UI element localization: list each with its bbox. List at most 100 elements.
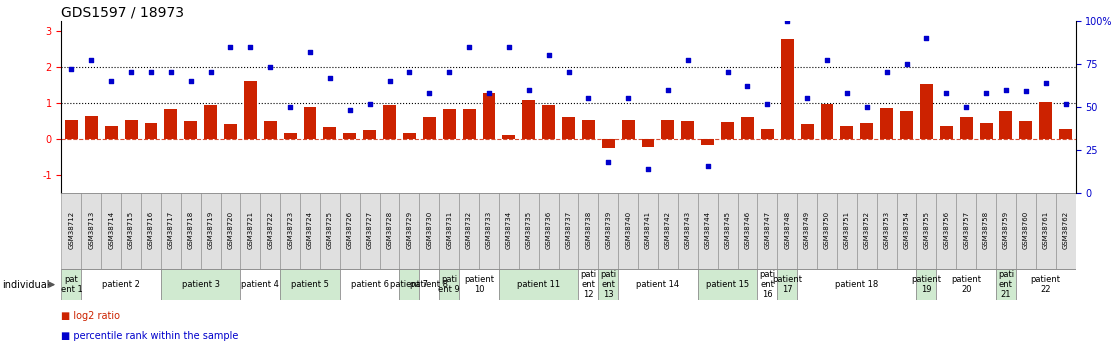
Point bbox=[918, 35, 936, 41]
Text: patient
19: patient 19 bbox=[911, 275, 941, 294]
Bar bbox=[483, 92, 495, 139]
Text: GSM38724: GSM38724 bbox=[307, 211, 313, 249]
Bar bbox=[959, 117, 973, 139]
FancyBboxPatch shape bbox=[618, 269, 698, 300]
Bar bbox=[721, 122, 735, 139]
FancyBboxPatch shape bbox=[102, 193, 121, 269]
FancyBboxPatch shape bbox=[698, 269, 757, 300]
Text: GSM38742: GSM38742 bbox=[665, 211, 671, 249]
FancyBboxPatch shape bbox=[240, 269, 281, 300]
Point bbox=[500, 44, 518, 49]
Text: GSM38735: GSM38735 bbox=[525, 210, 532, 249]
FancyBboxPatch shape bbox=[559, 193, 578, 269]
Text: patient
20: patient 20 bbox=[951, 275, 982, 294]
FancyBboxPatch shape bbox=[61, 269, 82, 300]
Text: individual: individual bbox=[2, 280, 49, 289]
Bar bbox=[144, 123, 158, 139]
Point bbox=[559, 70, 577, 75]
Text: patient 4: patient 4 bbox=[241, 280, 280, 289]
Point bbox=[878, 70, 896, 75]
Point bbox=[262, 65, 280, 70]
FancyBboxPatch shape bbox=[996, 269, 1016, 300]
Bar bbox=[443, 109, 456, 139]
Text: GSM38723: GSM38723 bbox=[287, 210, 293, 249]
FancyBboxPatch shape bbox=[976, 193, 996, 269]
Point bbox=[719, 70, 737, 75]
FancyBboxPatch shape bbox=[738, 193, 757, 269]
Text: GSM38755: GSM38755 bbox=[923, 211, 929, 249]
Point bbox=[818, 58, 836, 63]
Point bbox=[301, 49, 319, 55]
Text: GSM38740: GSM38740 bbox=[625, 210, 632, 249]
Point bbox=[420, 90, 438, 96]
FancyBboxPatch shape bbox=[937, 193, 956, 269]
Point bbox=[162, 70, 180, 75]
Bar bbox=[880, 108, 893, 139]
Bar bbox=[264, 121, 277, 139]
Point bbox=[937, 90, 955, 96]
Bar bbox=[244, 81, 257, 139]
Text: GSM38732: GSM38732 bbox=[466, 210, 472, 249]
Bar bbox=[999, 111, 1013, 139]
Text: GSM38713: GSM38713 bbox=[88, 210, 94, 249]
Bar bbox=[1020, 121, 1032, 139]
Text: GSM38726: GSM38726 bbox=[347, 210, 353, 249]
Text: patient 15: patient 15 bbox=[705, 280, 749, 289]
Bar bbox=[542, 105, 555, 139]
FancyBboxPatch shape bbox=[161, 193, 181, 269]
Bar bbox=[105, 126, 117, 139]
FancyBboxPatch shape bbox=[439, 193, 459, 269]
FancyBboxPatch shape bbox=[82, 193, 102, 269]
Point bbox=[1036, 80, 1054, 86]
FancyBboxPatch shape bbox=[1016, 193, 1035, 269]
Point bbox=[63, 66, 80, 72]
FancyBboxPatch shape bbox=[757, 269, 777, 300]
Text: GSM38725: GSM38725 bbox=[326, 211, 333, 249]
Point bbox=[778, 18, 796, 23]
Text: GSM38733: GSM38733 bbox=[486, 210, 492, 249]
FancyBboxPatch shape bbox=[281, 193, 300, 269]
Point bbox=[480, 90, 498, 96]
FancyBboxPatch shape bbox=[797, 269, 917, 300]
FancyBboxPatch shape bbox=[1035, 193, 1055, 269]
FancyBboxPatch shape bbox=[499, 193, 519, 269]
FancyBboxPatch shape bbox=[718, 193, 738, 269]
Point bbox=[241, 44, 259, 49]
Bar bbox=[642, 139, 654, 147]
FancyBboxPatch shape bbox=[340, 269, 399, 300]
Point bbox=[201, 70, 219, 75]
Bar bbox=[940, 126, 953, 139]
FancyBboxPatch shape bbox=[519, 193, 539, 269]
FancyBboxPatch shape bbox=[300, 193, 320, 269]
Bar bbox=[304, 107, 316, 139]
FancyBboxPatch shape bbox=[419, 193, 439, 269]
Bar bbox=[841, 126, 853, 139]
Text: GSM38756: GSM38756 bbox=[944, 210, 949, 249]
Text: GSM38731: GSM38731 bbox=[446, 210, 452, 249]
Text: patient
17: patient 17 bbox=[773, 275, 803, 294]
Bar bbox=[622, 119, 635, 139]
Bar bbox=[383, 105, 396, 139]
Bar bbox=[463, 109, 475, 139]
Bar bbox=[164, 109, 178, 139]
FancyBboxPatch shape bbox=[320, 193, 340, 269]
Point bbox=[599, 159, 617, 165]
FancyBboxPatch shape bbox=[956, 193, 976, 269]
Text: GSM38738: GSM38738 bbox=[586, 210, 591, 249]
Text: GSM38761: GSM38761 bbox=[1043, 210, 1049, 249]
FancyBboxPatch shape bbox=[439, 269, 459, 300]
Bar bbox=[761, 129, 774, 139]
Bar bbox=[284, 133, 296, 139]
Bar bbox=[124, 119, 138, 139]
Point bbox=[898, 61, 916, 67]
Text: GSM38719: GSM38719 bbox=[208, 210, 214, 249]
FancyBboxPatch shape bbox=[937, 269, 996, 300]
Text: GSM38717: GSM38717 bbox=[168, 210, 173, 249]
Text: patient
22: patient 22 bbox=[1031, 275, 1061, 294]
Bar bbox=[502, 135, 515, 139]
Point bbox=[520, 87, 538, 92]
Text: pati
ent
12: pati ent 12 bbox=[580, 270, 596, 299]
Point bbox=[659, 87, 676, 92]
Point bbox=[619, 96, 637, 101]
Text: GSM38749: GSM38749 bbox=[804, 210, 811, 249]
